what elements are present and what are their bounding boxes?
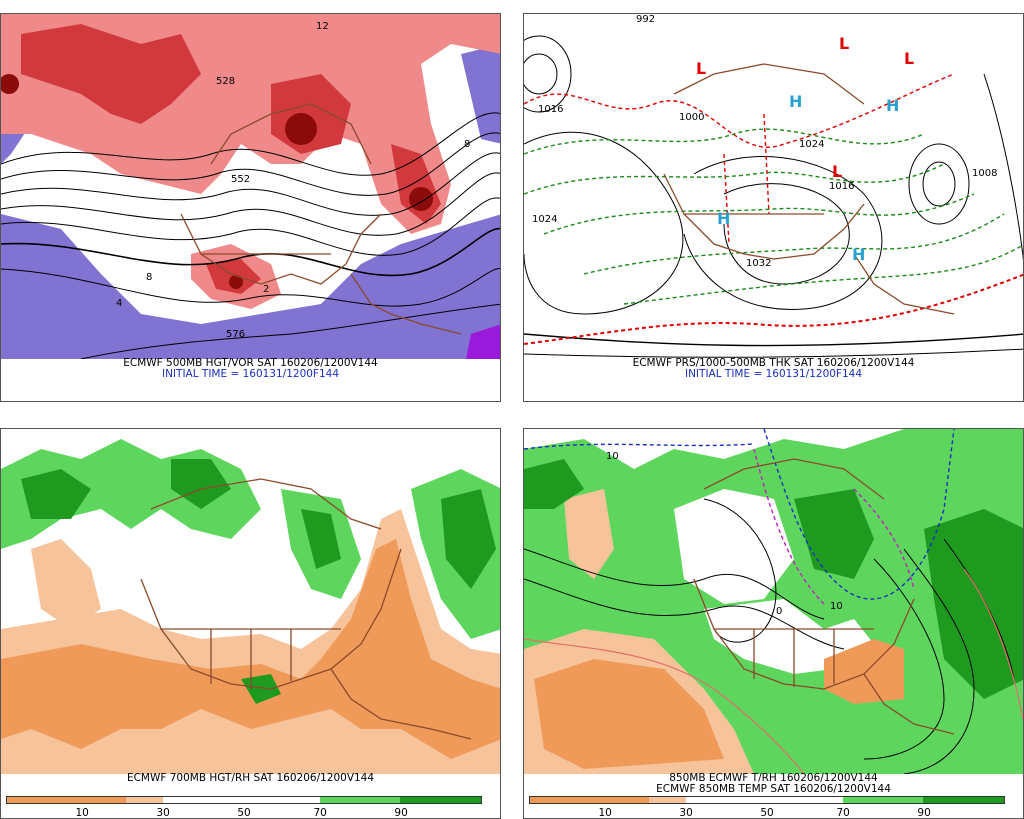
contour-label: 1024 — [799, 139, 824, 150]
colorbar-label: 30 — [679, 807, 693, 819]
rh-dry-light — [564, 489, 614, 579]
contour-label: 1024 — [532, 214, 557, 225]
colorbar-segment — [163, 797, 320, 803]
map-mslp: H H H H L L L L 1024 1032 1016 1008 1000… — [524, 14, 1023, 359]
negative-vorticity-region — [461, 44, 500, 144]
vorticity-max — [229, 275, 243, 289]
rh-moist-dark — [441, 489, 496, 589]
rh-dry-dark — [824, 639, 904, 704]
panel-caption: ECMWF 500MB HGT/VOR SAT 160206/1200V144 — [123, 357, 378, 369]
rh-moist-dark — [301, 509, 341, 569]
colorbar-labels: 10 30 50 70 90 — [6, 807, 482, 818]
rh-neutral — [674, 489, 794, 604]
colorbar-label: 90 — [917, 807, 931, 819]
vorticity-max — [285, 113, 317, 145]
contour-label: 552 — [231, 174, 250, 185]
contour-label: 1032 — [746, 258, 771, 269]
colorbar-segment — [7, 797, 126, 803]
rh-moist-dark — [171, 459, 231, 509]
contour-label: 8 — [464, 139, 470, 150]
rh-moist-dark — [21, 469, 91, 519]
rh-dry-light — [31, 539, 101, 629]
vorticity-mid — [21, 24, 201, 124]
colorbar-segment — [319, 797, 401, 803]
rh-moist-dark — [524, 459, 584, 509]
high-pressure-label: H — [886, 96, 899, 115]
low-pressure-label: L — [839, 34, 849, 53]
low-pressure-label: L — [696, 59, 706, 78]
high-pressure-label: H — [789, 92, 802, 111]
map-700mb — [1, 429, 500, 774]
contour-label: 10 — [606, 451, 619, 462]
contour-label: 12 — [316, 21, 329, 32]
panel-caption: ECMWF PRS/1000-500MB THK SAT 160206/1200… — [632, 357, 915, 369]
colorbar-label: 70 — [836, 807, 850, 819]
contour-label: 4 — [116, 298, 122, 309]
colorbar-segment — [648, 797, 687, 803]
rh-colorbar — [529, 796, 1005, 804]
colorbar-label: 50 — [237, 807, 251, 819]
contour-label: 992 — [636, 14, 655, 25]
colorbar-label: 70 — [313, 807, 327, 819]
map-500mb: 552 576 528 8 4 12 2 8 — [1, 14, 500, 359]
low-pressure-label: L — [904, 49, 914, 68]
contour-label: 576 — [226, 329, 245, 340]
panel-caption: ECMWF 700MB HGT/RH SAT 160206/1200V144 — [126, 772, 375, 784]
panel-caption-line1: 850MB ECMWF T/RH 160206/1200V144 — [669, 772, 878, 784]
colorbar-label: 30 — [156, 807, 170, 819]
colorbar-segment — [686, 797, 843, 803]
colorbar-segment — [400, 797, 481, 803]
low-pressure-label: L — [832, 162, 842, 181]
colorbar-labels: 10 30 50 70 90 — [529, 807, 1005, 818]
initial-time: INITIAL TIME = 160131/1200F144 — [161, 368, 340, 380]
rh-colorbar — [6, 796, 482, 804]
colorbar-segment — [842, 797, 924, 803]
contour-label: 2 — [263, 284, 269, 295]
colorbar-label: 90 — [394, 807, 408, 819]
colorbar-label: 50 — [760, 807, 774, 819]
contour-label: 1016 — [829, 181, 854, 192]
vorticity-max — [409, 187, 433, 211]
panel-500mb-hgt-vor: 552 576 528 8 4 12 2 8 ECMWF 500MB HGT/V… — [0, 13, 501, 402]
panel-mslp-thickness: H H H H L L L L 1024 1032 1016 1008 1000… — [523, 13, 1024, 402]
high-pressure-label: H — [717, 209, 730, 228]
initial-time: INITIAL TIME = 160131/1200F144 — [684, 368, 863, 380]
contour-label: 1000 — [679, 112, 704, 123]
colorbar-segment — [125, 797, 164, 803]
contour-label: 1016 — [538, 104, 563, 115]
rh-moist-dark — [924, 509, 1023, 699]
rh-neutral — [704, 599, 874, 674]
map-850mb: 0 10 10 — [524, 429, 1023, 774]
contour-label: 1008 — [972, 168, 997, 179]
panel-850mb-t-rh: 0 10 10 850MB ECMWF T/RH 160206/1200V144… — [523, 428, 1024, 819]
colorbar-label: 10 — [75, 807, 89, 819]
rh-dry-dark — [534, 659, 724, 769]
colorbar-segment — [530, 797, 649, 803]
negative-vorticity-region — [466, 324, 500, 359]
contour-label: 0 — [776, 606, 782, 617]
vorticity-max — [1, 74, 19, 94]
contour-label: 528 — [216, 76, 235, 87]
panel-700mb-hgt-rh: ECMWF 700MB HGT/RH SAT 160206/1200V144 1… — [0, 428, 501, 819]
high-pressure-label: H — [852, 245, 865, 264]
panel-caption-line2: ECMWF 850MB TEMP SAT 160206/1200V144 — [656, 783, 891, 795]
rh-dry-dark — [1, 539, 500, 759]
colorbar-segment — [923, 797, 1004, 803]
colorbar-label: 10 — [598, 807, 612, 819]
rh-moist-dark — [794, 489, 874, 579]
contour-label: 10 — [830, 601, 843, 612]
contour-label: 8 — [146, 272, 152, 283]
